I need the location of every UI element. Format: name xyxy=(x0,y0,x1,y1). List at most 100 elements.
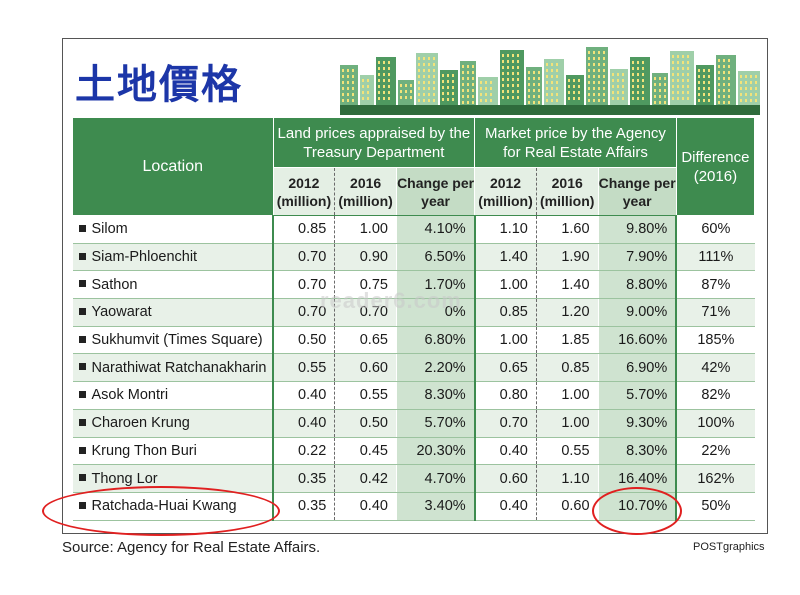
t2012-cell: 0.35 xyxy=(272,492,335,521)
mchg-cell: 9.80% xyxy=(597,215,677,244)
diff-cell: 82% xyxy=(675,381,755,410)
t2012-cell: 0.40 xyxy=(272,381,335,410)
table-row: Silom 0.85 1.00 4.10% 1.10 1.60 9.80% 60% xyxy=(72,215,755,244)
location-cell: Silom xyxy=(72,215,274,244)
diff-cell: 162% xyxy=(675,464,755,493)
t2012-cell: 0.70 xyxy=(272,298,335,327)
bullet-square-icon xyxy=(78,280,86,288)
bullet-square-icon xyxy=(78,446,86,454)
tchg-cell: 2.20% xyxy=(395,353,475,383)
diff-cell: 22% xyxy=(675,437,755,466)
mchg-cell: 9.00% xyxy=(597,298,677,327)
market-2012-header: 2012 (million) xyxy=(474,167,537,216)
m2012-cell: 0.60 xyxy=(473,464,537,493)
m2012-cell: 1.00 xyxy=(473,326,537,355)
t2016-cell: 0.42 xyxy=(334,464,397,493)
table-row: Thong Lor 0.35 0.42 4.70% 0.60 1.10 16.40% 162% xyxy=(72,464,755,493)
treasury-group-header: Land prices appraised by the Treasury De… xyxy=(272,117,476,168)
tchg-cell: 3.40% xyxy=(395,492,475,521)
tchg-cell: 0% xyxy=(395,298,475,327)
t2016-cell: 1.00 xyxy=(334,215,397,244)
t2016-cell: 0.90 xyxy=(334,243,397,272)
t2016-cell: 0.55 xyxy=(334,381,397,410)
m2012-cell: 0.40 xyxy=(473,437,537,466)
graphics-credit: POSTgraphics xyxy=(693,541,765,553)
diff-cell: 50% xyxy=(675,492,755,521)
location-cell: Krung Thon Buri xyxy=(72,437,274,466)
t2016-cell: 0.60 xyxy=(334,353,397,383)
table-row: Sukhumvit (Times Square) 0.50 0.65 6.80% 1.0… xyxy=(72,326,755,355)
location-label: Thong Lor xyxy=(91,470,158,487)
t2016-cell: 0.70 xyxy=(334,298,397,327)
m2016-cell: 1.10 xyxy=(535,464,599,493)
table-row: Siam-Phloenchit 0.70 0.90 6.50% 1.40 1.90 7.90… xyxy=(72,243,755,272)
m2012-cell: 0.70 xyxy=(473,409,537,438)
m2012-cell: 1.00 xyxy=(473,270,537,300)
t2012-cell: 0.70 xyxy=(272,243,335,272)
treasury-2016-header: 2016 (million) xyxy=(334,167,397,216)
m2016-cell: 0.85 xyxy=(535,353,599,383)
mchg-cell: 7.90% xyxy=(597,243,677,272)
t2016-cell: 0.50 xyxy=(334,409,397,438)
treasury-change-header: Change per year xyxy=(395,167,475,216)
m2016-cell: 0.60 xyxy=(535,492,599,521)
highlight-circle-location xyxy=(42,486,280,536)
m2016-cell: 1.90 xyxy=(535,243,599,272)
m2016-cell: 1.60 xyxy=(535,215,599,244)
location-label: Krung Thon Buri xyxy=(91,442,197,459)
m2012-cell: 0.80 xyxy=(473,381,537,410)
tchg-cell: 20.30% xyxy=(395,437,475,466)
diff-cell: 185% xyxy=(675,326,755,355)
m2012-cell: 0.40 xyxy=(473,492,537,521)
m2012-cell: 0.85 xyxy=(473,298,537,327)
city-skyline-illustration xyxy=(340,47,760,115)
location-cell: Siam-Phloenchit xyxy=(72,243,274,272)
m2016-cell: 1.40 xyxy=(535,270,599,300)
location-label: Asok Montri xyxy=(91,387,169,404)
t2016-cell: 0.45 xyxy=(334,437,397,466)
t2016-cell: 0.65 xyxy=(334,326,397,355)
t2012-cell: 0.85 xyxy=(272,215,335,244)
location-cell: Yaowarat xyxy=(72,298,274,327)
location-label: Charoen Krung xyxy=(91,415,190,432)
diff-cell: 100% xyxy=(675,409,755,438)
location-label: Silom xyxy=(91,221,128,238)
location-label: Sukhumvit (Times Square) xyxy=(91,332,263,349)
table-row: Krung Thon Buri 0.22 0.45 20.30% 0.40 0.55 8.3… xyxy=(72,437,755,466)
tchg-cell: 6.80% xyxy=(395,326,475,355)
table-row: Charoen Krung 0.40 0.50 5.70% 0.70 1.00 9.30% 1… xyxy=(72,409,755,438)
tchg-cell: 4.10% xyxy=(395,215,475,244)
table-row: Asok Montri 0.40 0.55 8.30% 0.80 1.00 5.70% 82% xyxy=(72,381,755,410)
t2016-cell: 0.75 xyxy=(334,270,397,300)
m2016-cell: 1.85 xyxy=(535,326,599,355)
bullet-square-icon xyxy=(78,391,86,399)
location-cell: Sathon xyxy=(72,270,274,300)
source-note: Source: Agency for Real Estate Affairs. xyxy=(62,539,321,556)
bullet-square-icon xyxy=(78,308,86,316)
tchg-cell: 5.70% xyxy=(395,409,475,438)
location-cell: Asok Montri xyxy=(72,381,274,410)
m2016-cell: 0.55 xyxy=(535,437,599,466)
infographic-frame xyxy=(62,38,768,534)
location-cell: Charoen Krung xyxy=(72,409,274,438)
mchg-cell: 6.90% xyxy=(597,353,677,383)
t2012-cell: 0.55 xyxy=(272,353,335,383)
location-label: Yaowarat xyxy=(91,304,152,321)
table-row: Yaowarat 0.70 0.70 0% 0.85 1.20 9.00% 71% xyxy=(72,298,755,327)
mchg-cell: 5.70% xyxy=(597,381,677,410)
tchg-cell: 1.70% xyxy=(395,270,475,300)
bullet-square-icon xyxy=(78,363,86,371)
t2012-cell: 0.50 xyxy=(272,326,335,355)
land-price-table: Location Land prices appraised by the Tr… xyxy=(72,117,756,521)
location-cell: Sukhumvit (Times Square) xyxy=(72,326,274,355)
location-label: Siam-Phloenchit xyxy=(91,249,198,266)
location-label: Narathiwat Ratchanakharin xyxy=(91,359,267,376)
t2012-cell: 0.35 xyxy=(272,464,335,493)
m2012-cell: 0.65 xyxy=(473,353,537,383)
table-row: Sathon 0.70 0.75 1.70% 1.00 1.40 8.80% 87% xyxy=(72,270,755,300)
market-2016-header: 2016 (million) xyxy=(535,167,599,216)
m2012-cell: 1.40 xyxy=(473,243,537,272)
bullet-square-icon xyxy=(78,252,86,260)
bullet-square-icon xyxy=(78,335,86,343)
highlight-circle-change xyxy=(592,487,682,535)
